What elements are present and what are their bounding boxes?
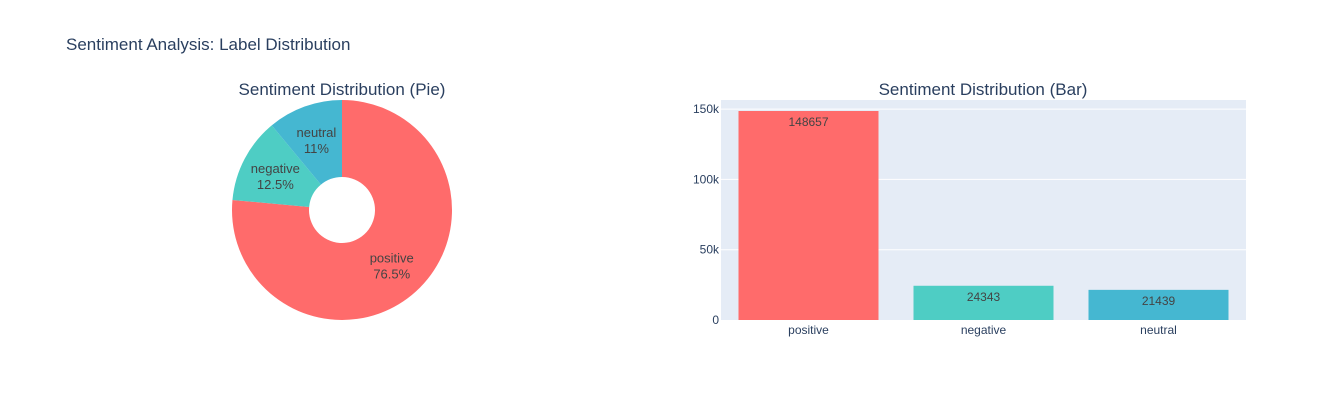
pie-slices [232, 100, 453, 320]
x-tick-label: neutral [1140, 323, 1177, 337]
bar-data-label: 148657 [788, 115, 828, 129]
bar-y-tick-labels: 0 50k 100k 150k [693, 102, 720, 327]
pie-slice-neutral [271, 100, 342, 185]
pie-slice-label: negative [251, 161, 300, 176]
y-tick-label: 150k [693, 102, 720, 116]
bar-positive [738, 110, 879, 320]
figure-title: Sentiment Analysis: Label Distribution [66, 35, 350, 54]
bar-data-label: 21439 [1142, 294, 1176, 308]
bar-neutral [1088, 289, 1229, 320]
y-tick-label: 0 [712, 313, 719, 327]
pie-slice-positive [232, 100, 453, 320]
x-tick-label: positive [788, 323, 829, 337]
pie-title: Sentiment Distribution (Pie) [239, 80, 446, 99]
bar-data-label: 24343 [967, 290, 1001, 304]
y-tick-label: 50k [700, 243, 720, 257]
bar-x-tick-labels: positive negative neutral [788, 323, 1177, 337]
bar-negative [913, 285, 1054, 320]
x-tick-label: negative [961, 323, 1007, 337]
pie-slice-percent: 12.5% [257, 177, 294, 192]
pie-slice-label: neutral [297, 125, 337, 140]
y-tick-label: 100k [693, 172, 720, 186]
pie-slice-negative [232, 125, 321, 207]
bar-data-labels: 148657 24343 21439 [788, 115, 1175, 308]
bar-chart: Sentiment Distribution (Bar) 148657 24343… [693, 80, 1246, 337]
pie-chart: Sentiment Distribution (Pie) positive76.… [232, 80, 453, 320]
bar-bars [738, 110, 1229, 320]
pie-slice-percent: 76.5% [373, 267, 410, 282]
bar-title: Sentiment Distribution (Bar) [879, 80, 1088, 99]
pie-slice-label: positive [370, 251, 414, 266]
pie-slice-percent: 11% [304, 141, 329, 156]
